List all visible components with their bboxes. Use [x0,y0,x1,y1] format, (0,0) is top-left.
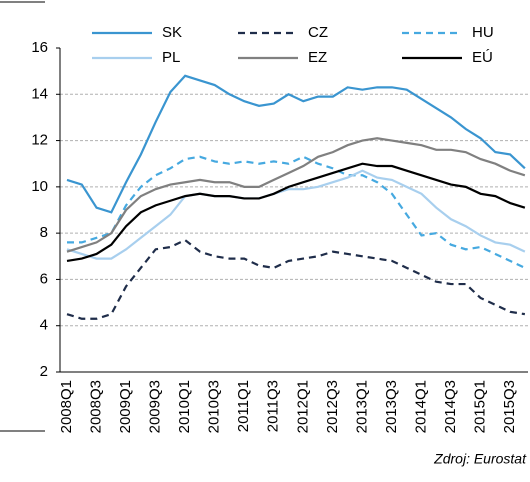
x-tick-label: 2008Q3 [88,380,105,433]
legend-label: EZ [308,49,327,66]
x-tick-label: 2013Q1 [353,380,370,433]
x-tick-label: 2012Q1 [294,380,311,433]
legend-label: EÚ [472,49,493,66]
y-tick-label: 4 [40,317,48,334]
x-tick-label: 2015Q3 [501,380,518,433]
series-line [66,74,526,214]
x-tick-label: 2009Q1 [117,380,134,433]
source: Zdroj: Eurostat [433,451,527,467]
series-line [66,238,526,320]
x-tick-label: 2010Q3 [206,380,223,433]
series-line [67,155,526,269]
y-tick-label: 10 [31,178,48,195]
y-tick-label: 12 [31,132,48,149]
y-tick-label: 6 [40,270,48,287]
y-tick-label: 14 [31,85,48,102]
x-tick-label: 2013Q3 [383,380,400,433]
y-tick-label: 8 [40,224,48,241]
x-tick-label: 2015Q1 [472,380,489,433]
legend-label: PL [162,49,180,66]
x-tick-label: 2011Q3 [265,380,282,432]
x-tick-label: 2011Q1 [235,380,252,432]
x-tick-label: 2014Q1 [412,380,429,433]
x-tick-label: 2012Q3 [324,380,341,433]
series-line [66,169,526,260]
x-tick-label: 2010Q1 [176,380,193,433]
y-tick-label: 16 [31,39,48,56]
legend-label: CZ [308,24,328,41]
x-tick-label: 2009Q3 [147,380,164,433]
x-tick-label: 2008Q1 [58,380,75,433]
series-line [66,162,526,263]
series-line [66,137,526,253]
legend-label: HU [472,24,494,41]
legend-label: SK [162,24,182,41]
x-tick-label: 2014Q3 [442,380,459,433]
y-tick-label: 2 [40,363,48,380]
